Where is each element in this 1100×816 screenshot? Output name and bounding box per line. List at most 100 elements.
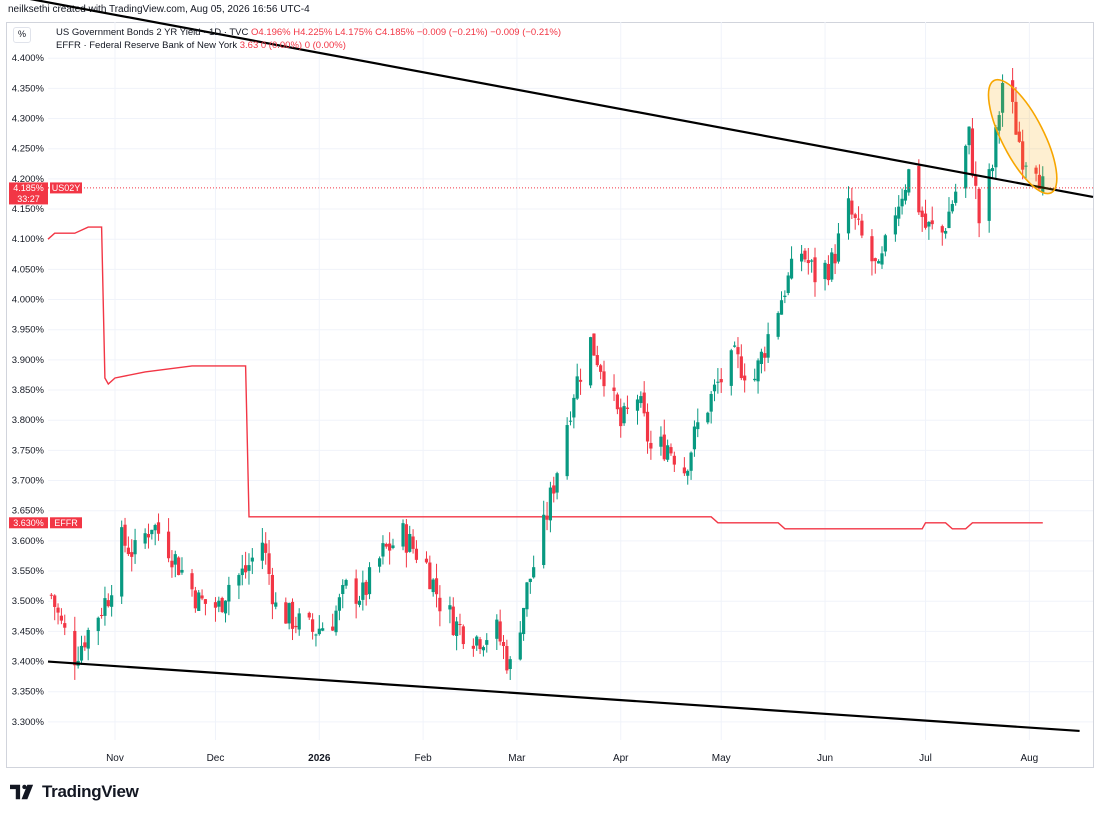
candle-body[interactable]: [786, 275, 790, 293]
candle-body[interactable]: [53, 595, 57, 607]
candle-body[interactable]: [177, 557, 181, 576]
candle-body[interactable]: [990, 168, 995, 172]
candle-body[interactable]: [588, 337, 593, 386]
candle-body[interactable]: [133, 540, 137, 555]
candle-body[interactable]: [619, 407, 623, 427]
candle-body[interactable]: [247, 565, 251, 571]
candle-body[interactable]: [197, 592, 201, 611]
candle-body[interactable]: [893, 215, 897, 235]
candle-body[interactable]: [267, 553, 271, 575]
candle-body[interactable]: [384, 543, 388, 547]
candle-body[interactable]: [930, 220, 934, 225]
candle-body[interactable]: [471, 645, 475, 649]
candle-body[interactable]: [759, 351, 764, 364]
candle-body[interactable]: [264, 543, 268, 553]
candle-body[interactable]: [166, 531, 171, 559]
candle-body[interactable]: [756, 360, 760, 382]
candle-body[interactable]: [659, 436, 663, 447]
candle-body[interactable]: [578, 379, 583, 382]
candle-body[interactable]: [823, 262, 827, 280]
candle-body[interactable]: [341, 585, 345, 594]
candle-body[interactable]: [401, 523, 405, 547]
candle-body[interactable]: [967, 126, 971, 146]
candle-body[interactable]: [240, 568, 244, 576]
candle-body[interactable]: [334, 610, 338, 633]
candle-body[interactable]: [501, 642, 506, 647]
percent-scale-button[interactable]: %: [13, 27, 31, 43]
price-badge[interactable]: 3.630% EFFR: [9, 517, 82, 529]
candle-body[interactable]: [917, 165, 921, 213]
candle-body[interactable]: [736, 347, 740, 355]
candle-body[interactable]: [156, 522, 161, 534]
candle-body[interactable]: [555, 473, 559, 493]
candle-body[interactable]: [451, 606, 455, 636]
candle-body[interactable]: [907, 169, 911, 193]
candle-body[interactable]: [49, 594, 53, 596]
candle-body[interactable]: [920, 210, 924, 218]
highlight-ellipse[interactable]: [975, 71, 1070, 202]
candle-body[interactable]: [367, 567, 372, 595]
legend-us02y[interactable]: US Government Bonds 2 YR Yield · 1D · TV…: [56, 26, 561, 39]
candle-body[interactable]: [900, 198, 904, 207]
candle-body[interactable]: [532, 567, 536, 578]
candle-body[interactable]: [950, 204, 954, 212]
candle-body[interactable]: [381, 543, 385, 557]
candle-body[interactable]: [565, 425, 569, 477]
candle-body[interactable]: [897, 206, 901, 219]
candle-body[interactable]: [689, 452, 693, 471]
candle-body[interactable]: [806, 260, 810, 264]
candle-body[interactable]: [625, 407, 630, 409]
candle-body[interactable]: [743, 375, 747, 381]
candle-body[interactable]: [364, 581, 368, 595]
candle-body[interactable]: [903, 189, 908, 201]
candle-body[interactable]: [873, 258, 877, 262]
candle-body[interactable]: [103, 598, 107, 616]
candle-body[interactable]: [478, 639, 482, 650]
candle-body[interactable]: [1017, 131, 1021, 142]
candle-body[interactable]: [987, 169, 991, 221]
candle-body[interactable]: [1021, 141, 1025, 170]
candle-body[interactable]: [970, 128, 975, 176]
candle-body[interactable]: [592, 333, 596, 356]
candle-body[interactable]: [428, 562, 432, 590]
candle-body[interactable]: [763, 353, 767, 358]
candle-body[interactable]: [977, 188, 981, 224]
candle-body[interactable]: [974, 175, 978, 186]
candle-body[interactable]: [408, 533, 412, 552]
candle-body[interactable]: [344, 580, 348, 586]
tradingview-logo[interactable]: TradingView: [10, 782, 139, 802]
candle-body[interactable]: [776, 313, 780, 337]
candle-body[interactable]: [458, 624, 462, 626]
candle-body[interactable]: [615, 394, 619, 410]
candle-body[interactable]: [789, 258, 794, 279]
candle-body[interactable]: [739, 356, 743, 379]
candle-body[interactable]: [297, 613, 301, 630]
candle-body[interactable]: [424, 558, 429, 563]
price-badge[interactable]: 4.185%33:27 US02Y: [9, 182, 82, 205]
candle-body[interactable]: [244, 565, 248, 573]
candle-body[interactable]: [686, 470, 690, 476]
candle-body[interactable]: [79, 645, 84, 661]
candle-body[interactable]: [877, 261, 881, 264]
candle-body[interactable]: [639, 396, 643, 404]
candle-body[interactable]: [438, 597, 442, 612]
candle-body[interactable]: [964, 145, 968, 189]
candle-body[interactable]: [321, 628, 325, 631]
candle-body[interactable]: [880, 253, 884, 265]
trendline[interactable]: [0, 0, 1094, 199]
candle-body[interactable]: [377, 558, 382, 567]
candle-body[interactable]: [729, 350, 733, 386]
candle-body[interactable]: [599, 365, 603, 372]
candle-body[interactable]: [120, 527, 124, 597]
candle-body[interactable]: [73, 630, 77, 666]
candle-body[interactable]: [595, 355, 599, 366]
candle-body[interactable]: [461, 626, 465, 645]
candle-body[interactable]: [522, 607, 526, 635]
candle-body[interactable]: [110, 595, 114, 607]
candle-body[interactable]: [803, 250, 807, 260]
candle-body[interactable]: [495, 619, 499, 639]
candle-body[interactable]: [753, 378, 757, 381]
candle-body[interactable]: [779, 300, 784, 315]
candle-body[interactable]: [294, 625, 298, 628]
candle-body[interactable]: [836, 233, 841, 262]
